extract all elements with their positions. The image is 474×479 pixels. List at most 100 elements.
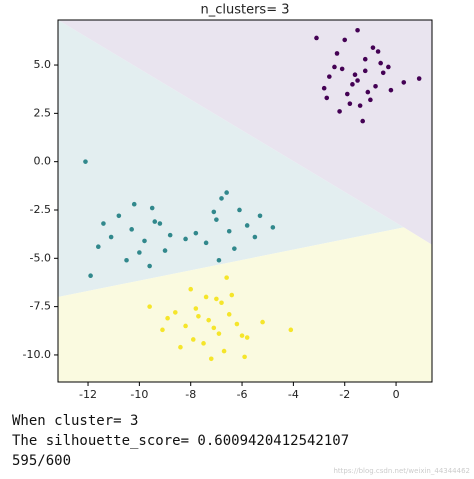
- data-point: [193, 306, 199, 311]
- output-line: When cluster= 3: [12, 413, 138, 429]
- data-point: [232, 246, 237, 251]
- decision-region: [58, 227, 432, 382]
- data-point: [124, 257, 129, 263]
- data-point: [193, 230, 199, 236]
- watermark: https://blog.csdn.net/weixin_44344462: [333, 467, 470, 475]
- axes-frame: [57, 19, 433, 383]
- data-point: [101, 221, 106, 226]
- x-tick-label: 0: [393, 388, 400, 401]
- data-point: [96, 244, 101, 250]
- data-point: [288, 327, 294, 333]
- plot-area: [58, 20, 432, 382]
- data-point: [260, 319, 265, 325]
- data-point: [203, 240, 209, 246]
- data-point: [242, 354, 247, 360]
- chart-title: n_clusters= 3: [200, 3, 289, 18]
- data-point: [147, 263, 152, 269]
- data-point: [88, 273, 93, 278]
- y-tick-label: 2.5: [34, 106, 52, 119]
- data-point: [167, 232, 173, 238]
- data-point: [137, 250, 142, 255]
- data-point: [380, 70, 386, 76]
- data-point: [352, 72, 358, 77]
- data-point: [83, 159, 88, 164]
- data-point: [224, 190, 229, 195]
- data-point: [234, 321, 240, 327]
- x-tick-label: -2: [339, 388, 350, 401]
- data-point: [244, 223, 250, 228]
- data-point: [183, 323, 188, 329]
- data-point: [219, 196, 224, 201]
- data-point: [160, 327, 165, 333]
- data-point: [401, 80, 407, 85]
- data-point: [347, 101, 353, 106]
- data-point: [226, 312, 232, 317]
- data-point: [149, 205, 155, 211]
- data-point: [342, 37, 348, 43]
- data-point: [211, 325, 217, 331]
- data-point: [378, 60, 383, 66]
- data-point: [237, 207, 242, 213]
- data-point: [357, 103, 363, 108]
- data-point: [386, 64, 391, 70]
- data-point: [108, 234, 114, 240]
- data-point: [334, 51, 340, 56]
- data-point: [173, 310, 178, 315]
- data-point: [239, 333, 245, 338]
- data-point: [375, 49, 381, 54]
- data-point: [183, 236, 188, 242]
- data-point: [129, 227, 134, 232]
- output-line: The silhouette_score= 0.6009420412542107: [12, 433, 349, 449]
- data-point: [321, 85, 327, 91]
- data-point: [188, 286, 194, 292]
- data-point: [157, 221, 163, 226]
- y-tick-label: -7.5: [30, 300, 51, 313]
- data-point: [214, 217, 219, 222]
- data-point: [211, 209, 217, 215]
- data-point: [116, 213, 122, 219]
- x-tick-label: -10: [130, 388, 148, 401]
- data-point: [219, 300, 224, 306]
- y-tick-label: -10.0: [23, 348, 51, 361]
- data-point: [388, 87, 394, 93]
- data-point: [224, 275, 229, 280]
- data-point: [355, 27, 360, 33]
- data-point: [178, 344, 183, 350]
- data-point: [332, 64, 337, 70]
- data-point: [201, 341, 206, 346]
- data-point: [203, 294, 209, 300]
- data-point: [216, 257, 222, 263]
- data-point: [360, 118, 365, 124]
- data-point: [216, 331, 222, 336]
- data-point: [142, 238, 147, 244]
- data-point: [350, 82, 355, 87]
- data-point: [344, 91, 350, 97]
- y-tick-label: -5.0: [30, 251, 51, 264]
- data-point: [270, 225, 276, 230]
- x-tick-label: -12: [79, 388, 97, 401]
- data-point: [324, 95, 330, 101]
- data-point: [165, 315, 170, 321]
- data-point: [327, 74, 332, 79]
- data-point: [337, 109, 342, 114]
- data-point: [339, 66, 345, 72]
- x-tick-label: -4: [288, 388, 299, 401]
- data-point: [152, 219, 158, 224]
- data-point: [162, 248, 168, 253]
- x-tick-label: -6: [237, 388, 248, 401]
- data-point: [226, 228, 232, 234]
- data-point: [244, 335, 250, 340]
- data-point: [252, 234, 258, 240]
- y-tick-label: 5.0: [34, 58, 52, 71]
- data-point: [416, 76, 422, 81]
- data-point: [368, 97, 373, 103]
- data-point: [221, 348, 227, 354]
- output-line: 595/600: [12, 453, 71, 469]
- data-point: [147, 304, 152, 309]
- data-point: [131, 201, 137, 207]
- data-point: [257, 213, 263, 219]
- data-point: [208, 356, 214, 362]
- decision-region: [58, 20, 432, 245]
